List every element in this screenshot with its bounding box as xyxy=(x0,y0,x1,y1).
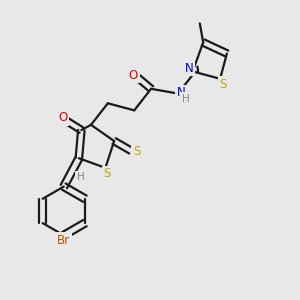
Text: S: S xyxy=(103,167,111,180)
Text: Br: Br xyxy=(57,234,70,247)
Text: H: H xyxy=(182,94,190,104)
Text: H: H xyxy=(77,172,84,182)
Text: S: S xyxy=(219,78,227,91)
Text: O: O xyxy=(129,69,138,82)
Text: N: N xyxy=(177,86,185,100)
Text: S: S xyxy=(133,145,140,158)
Text: N: N xyxy=(184,62,193,75)
Text: O: O xyxy=(58,111,67,124)
